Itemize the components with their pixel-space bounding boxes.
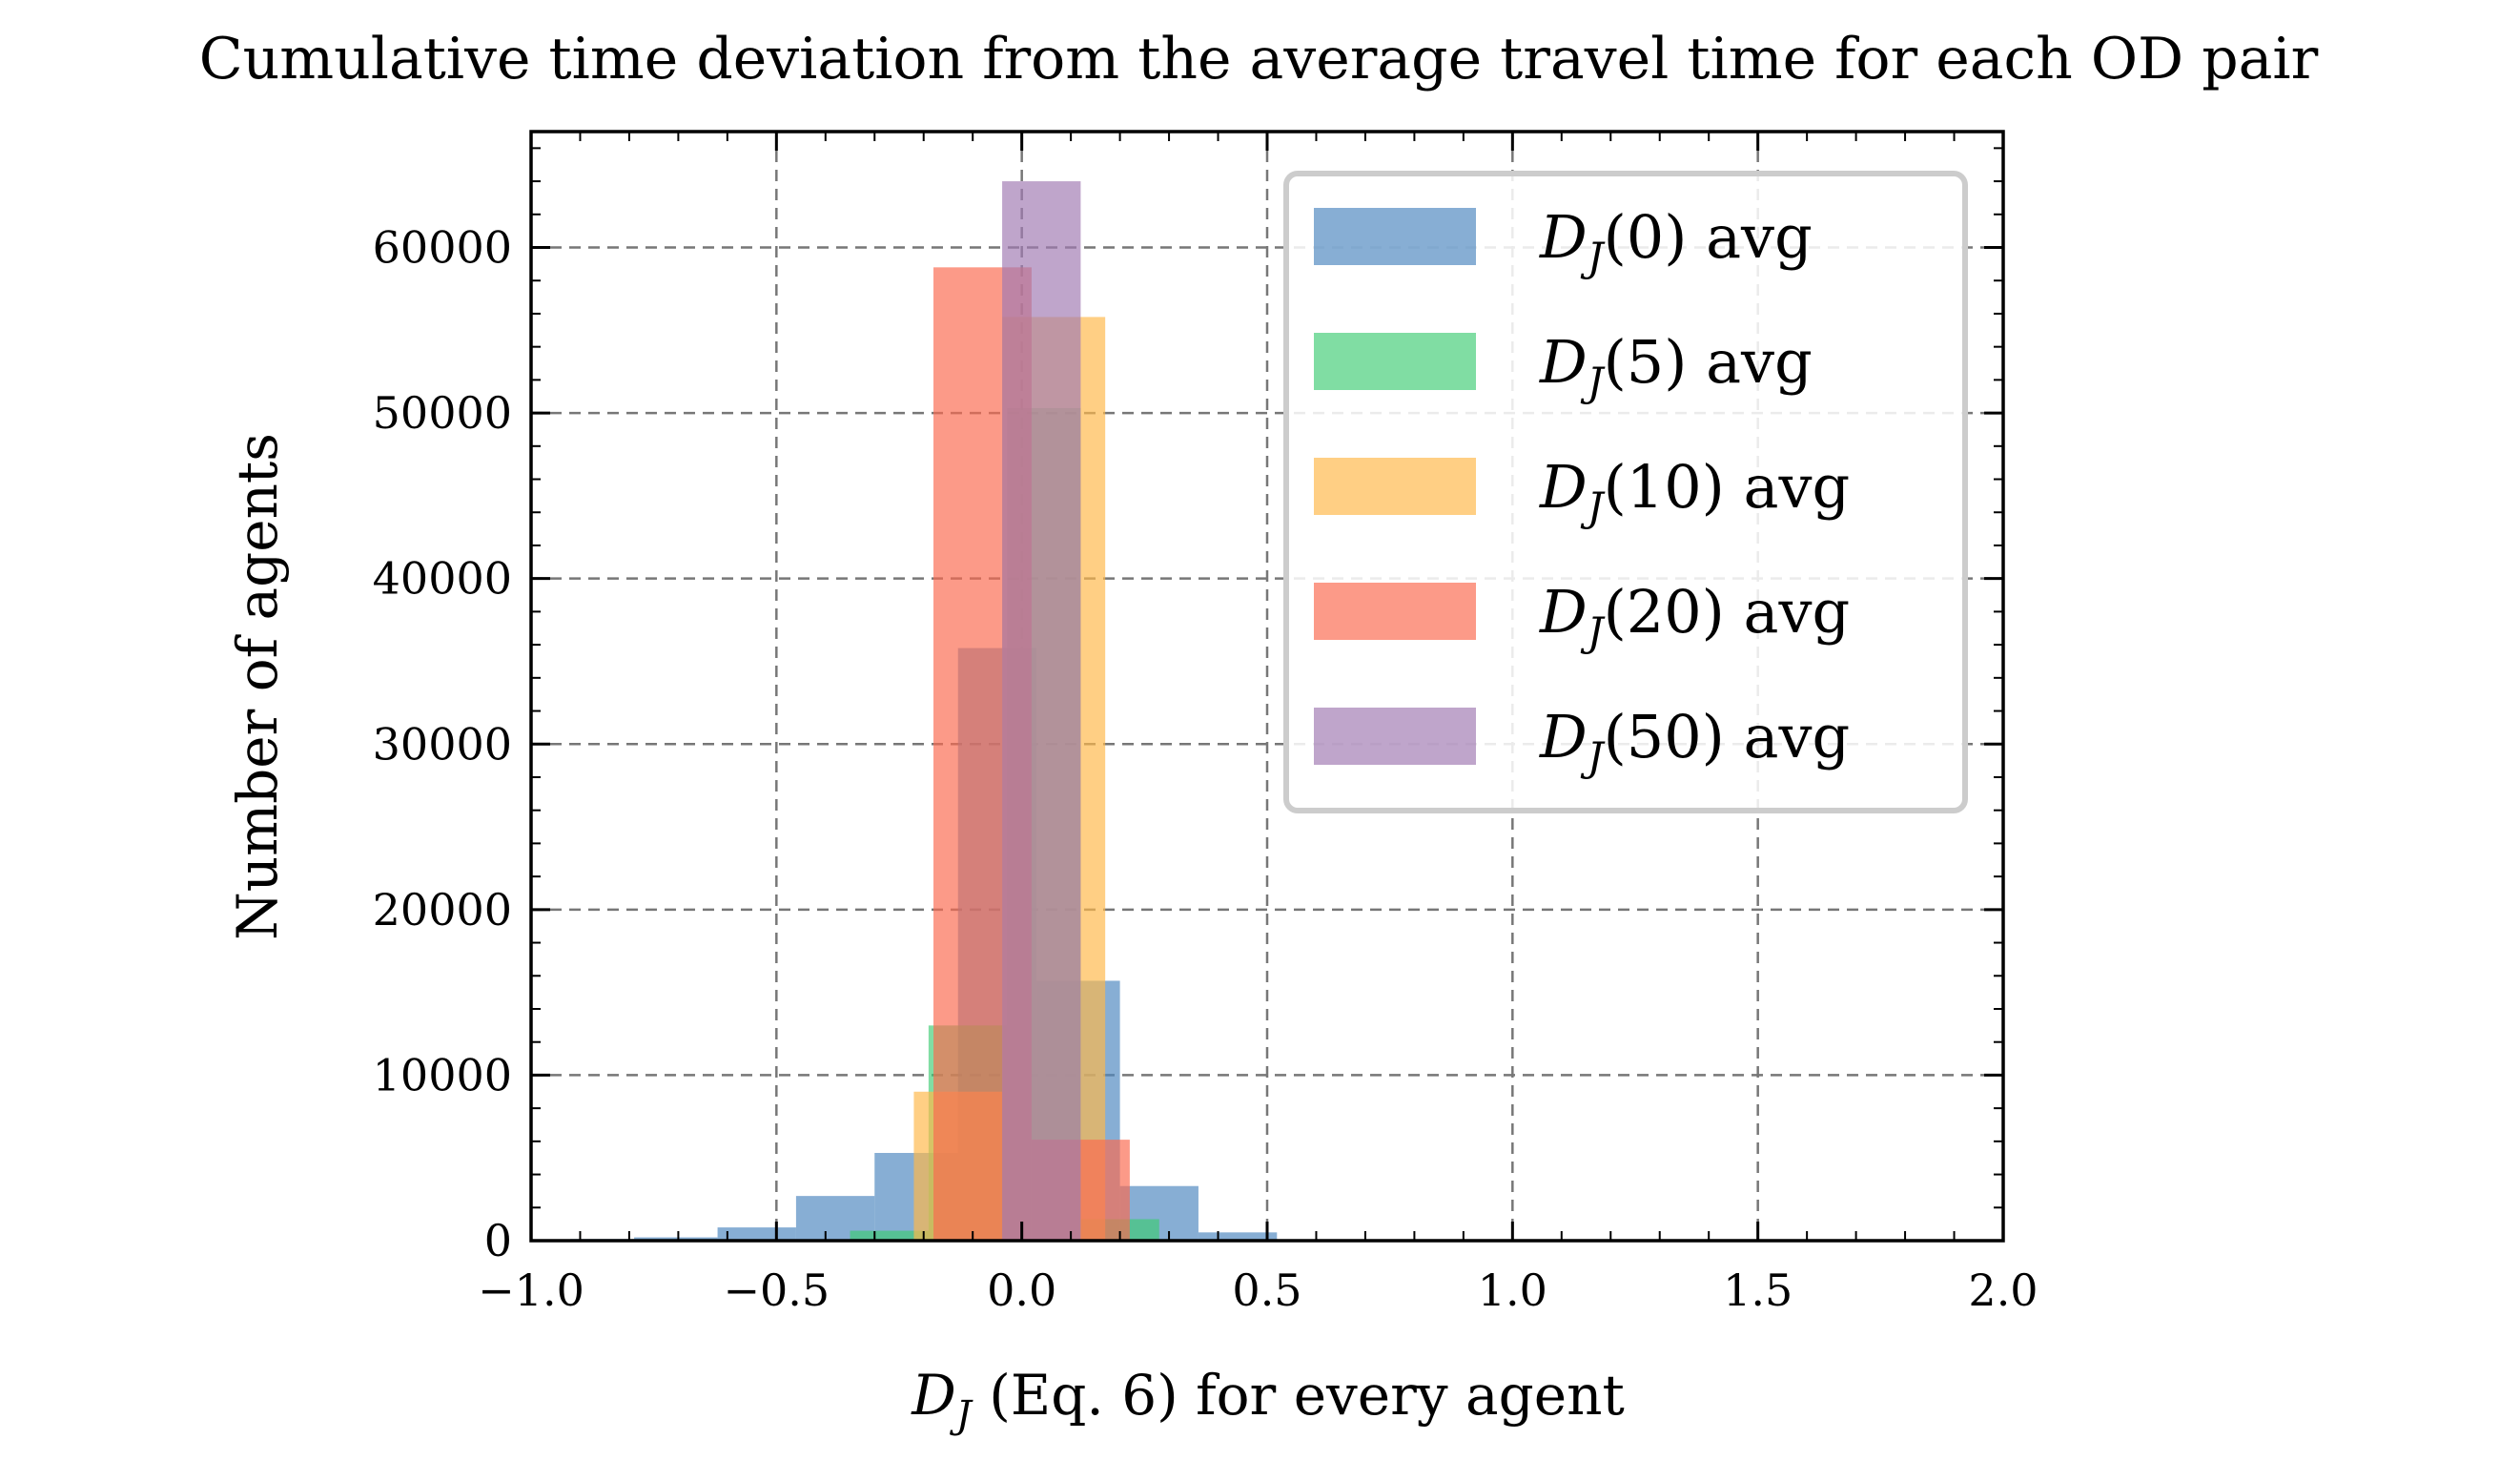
y-tick-label: 50000 bbox=[373, 387, 512, 439]
x-tick-label: −0.5 bbox=[723, 1265, 830, 1316]
y-tick-label: 20000 bbox=[373, 884, 512, 936]
plot-frame bbox=[529, 130, 2005, 1243]
y-tick-label: 60000 bbox=[373, 222, 512, 274]
legend-label-symbol: D bbox=[1539, 202, 1588, 272]
legend-label: DJ(50) avg bbox=[1539, 702, 1850, 780]
legend-label: DJ(10) avg bbox=[1539, 452, 1850, 530]
y-tick-labels: 0 10000 20000 30000 40000 50000 60000 bbox=[373, 222, 512, 1266]
x-tick-label: 0.5 bbox=[1232, 1265, 1301, 1316]
legend-swatch bbox=[1314, 458, 1476, 515]
legend-swatch bbox=[1314, 208, 1476, 265]
legend-label-symbol: D bbox=[1539, 702, 1588, 771]
x-tick-label: 1.5 bbox=[1723, 1265, 1793, 1316]
histogram-bar bbox=[850, 1230, 929, 1241]
legend-label-symbol: D bbox=[1539, 577, 1588, 647]
x-tick-label: 2.0 bbox=[1968, 1265, 2038, 1316]
x-tick-labels: −1.0 −0.5 0.0 0.5 1.0 1.5 2.0 bbox=[478, 1265, 2038, 1316]
legend-label-text: (5) avg bbox=[1604, 327, 1813, 397]
y-tick-label: 40000 bbox=[373, 553, 512, 605]
legend-label-text: (0) avg bbox=[1604, 202, 1813, 272]
legend-label-text: (20) avg bbox=[1604, 577, 1851, 647]
x-tick-label: 1.0 bbox=[1478, 1265, 1547, 1316]
legend-label-text: (50) avg bbox=[1604, 702, 1851, 771]
legend-label-symbol: D bbox=[1539, 452, 1588, 522]
legend-label-symbol: D bbox=[1539, 327, 1588, 397]
histogram-bar bbox=[1002, 181, 1081, 1242]
x-axis-label: DJ (Eq. 6) for every agent bbox=[911, 1363, 1625, 1437]
legend-swatch bbox=[1314, 708, 1476, 765]
y-tick-label: 0 bbox=[484, 1215, 512, 1266]
histogram-bar bbox=[1198, 1232, 1278, 1241]
legend-label: DJ(0) avg bbox=[1539, 202, 1813, 280]
series-4-bars bbox=[1002, 181, 1081, 1242]
legend: DJ(0) avg DJ(5) avg DJ(10) avg DJ(20) avg DJ… bbox=[1283, 171, 1968, 813]
legend-label: DJ(5) avg bbox=[1539, 327, 1813, 405]
legend-label: DJ(20) avg bbox=[1539, 577, 1850, 655]
chart-title: Cumulative time deviation from the avera… bbox=[199, 26, 2319, 93]
y-axis-label: Number of agents bbox=[225, 433, 290, 940]
histogram-bar bbox=[717, 1227, 796, 1241]
x-axis-label-symbol: D bbox=[911, 1363, 956, 1428]
x-tick-label: 0.0 bbox=[987, 1265, 1056, 1316]
x-axis-label-text: (Eq. 6) for every agent bbox=[972, 1363, 1625, 1428]
y-tick-label: 10000 bbox=[373, 1049, 512, 1100]
histogram-bars bbox=[570, 181, 1361, 1242]
x-tick-label: −1.0 bbox=[478, 1265, 584, 1316]
legend-swatch bbox=[1314, 333, 1476, 390]
legend-label-text: (10) avg bbox=[1604, 452, 1851, 522]
y-tick-label: 30000 bbox=[373, 718, 512, 770]
legend-swatch bbox=[1314, 583, 1476, 640]
